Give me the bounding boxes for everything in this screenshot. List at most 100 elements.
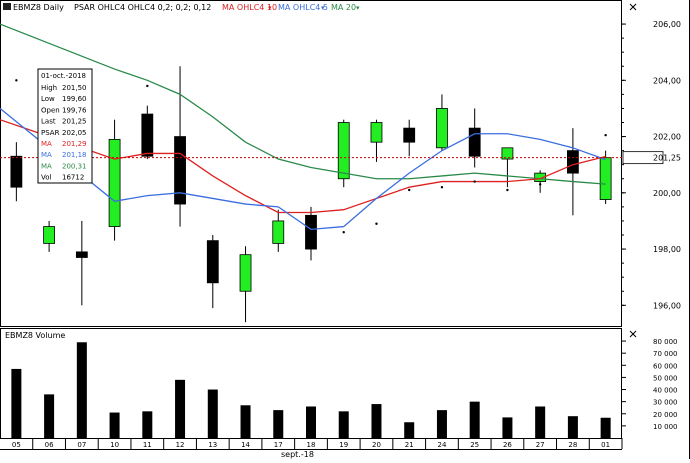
volume-bar	[175, 379, 186, 438]
date-tick-label: 17	[274, 441, 283, 449]
price-tick-label: 202,00	[653, 133, 681, 142]
volume-tick-label: 50 000	[653, 374, 678, 382]
candle-body	[599, 157, 612, 200]
volume-tick-label: 10 000	[653, 423, 678, 431]
date-tick-label: 26	[503, 441, 512, 449]
date-tick-label: 28	[568, 441, 577, 449]
tooltip-row-label: Vol	[41, 174, 52, 182]
tooltip-row-value: 201,25	[62, 118, 87, 126]
volume-bar	[207, 389, 218, 438]
moving-averages	[0, 23, 606, 231]
volume-bar	[109, 412, 120, 438]
tooltip-row-value: 201,29	[62, 140, 87, 148]
ma10-dropdown-icon[interactable]: ▾	[268, 4, 272, 12]
date-tick-label: 01	[601, 441, 610, 449]
tooltip-row-value: 201,18	[62, 151, 87, 159]
candle-body	[370, 122, 383, 143]
psar-label: PSAR OHLC4 OHLC4 0,2; 0,2; 0,12	[74, 3, 211, 12]
volume-bar	[567, 416, 578, 438]
psar-dot	[342, 230, 345, 234]
volume-tick-label: 30 000	[653, 399, 678, 407]
candle-body	[206, 240, 219, 284]
tooltip-row-value: 201,50	[62, 84, 87, 92]
tooltip-row-value: 200,31	[62, 162, 87, 170]
volume-bar	[600, 417, 611, 438]
volume-bar	[44, 394, 55, 438]
candles	[10, 66, 612, 323]
date-tick-label: 18	[307, 441, 316, 449]
volume-bar	[240, 405, 251, 438]
date-tick-label: 21	[405, 441, 414, 449]
volume-panel-title: EBMZ8 Volume	[5, 331, 65, 340]
volume-bar	[338, 411, 349, 438]
psar-dot	[375, 222, 378, 225]
candle-body	[305, 214, 317, 250]
price-panel-close-icon[interactable]	[629, 3, 637, 11]
date-tick-label: 05	[12, 441, 21, 449]
tooltip-row-label: MA	[41, 162, 52, 170]
price-axis: 206,00 204,00 202,00 200,00 198,00 196,00	[622, 20, 681, 310]
ma10-line	[0, 119, 606, 214]
candle-body	[534, 172, 547, 182]
price-tick-label: 200,00	[653, 189, 681, 198]
volume-tick-label: 40 000	[653, 387, 678, 395]
tooltip-date: 01-oct.-2018	[41, 72, 86, 80]
volume-tick-label: 80 000	[653, 338, 678, 346]
ma5-dropdown-icon[interactable]: ▾	[321, 4, 325, 12]
symbol-label: EBMZ8 Daily	[13, 3, 64, 12]
date-tick-label: 12	[176, 441, 185, 449]
price-tick-label: 198,00	[653, 245, 681, 254]
price-tick-label: 206,00	[653, 20, 681, 29]
candle-body	[337, 122, 350, 180]
volume-panel-close-icon[interactable]	[629, 330, 637, 338]
tooltip-row-value: 199,60	[62, 95, 87, 103]
volume-bar	[502, 417, 513, 438]
candle-body	[436, 108, 448, 149]
psar-dot	[309, 245, 313, 248]
volume-bar	[535, 406, 546, 438]
last-price-line: 201,25	[0, 151, 681, 165]
volume-panel-frame	[0, 328, 622, 439]
tooltip-row-label: Last	[41, 118, 56, 126]
price-tick-label: 204,00	[653, 76, 681, 85]
psar-dot	[538, 183, 542, 186]
candle-body	[272, 220, 285, 244]
volume-bar	[11, 368, 22, 438]
tooltip-row-label: MA	[41, 140, 52, 148]
volume-axis: 80 000 70 000 60 000 50 000 40 000 30 000 20 0…	[622, 338, 678, 431]
tooltip-row-value: 202,05	[62, 129, 87, 137]
date-tick-label: 07	[77, 441, 86, 449]
candle-body	[403, 127, 416, 143]
candle-body	[75, 251, 88, 258]
volume-bar	[273, 410, 284, 438]
tooltip-row-label: PSAR	[41, 129, 60, 137]
psar-dot	[15, 79, 18, 82]
tooltip-row-value: 16712	[62, 174, 84, 182]
tooltip-box	[37, 68, 93, 184]
symbol-icon	[3, 3, 11, 10]
date-tick-label: 27	[536, 441, 545, 449]
date-tick-label: 06	[45, 441, 54, 449]
volume-bar	[371, 404, 382, 438]
date-tick-label: 25	[470, 441, 479, 449]
volume-bar	[404, 422, 415, 438]
psar-dot	[473, 180, 476, 183]
volume-tick-label: 70 000	[653, 350, 678, 358]
ma5-line	[0, 107, 606, 231]
last-price-label: 201,25	[653, 154, 681, 163]
candle-body	[239, 254, 252, 292]
candle-body	[501, 147, 514, 160]
candle-body	[468, 127, 481, 157]
tooltip-row-label: MA	[41, 151, 52, 159]
ma20-dropdown-icon[interactable]: ▾	[356, 4, 360, 12]
candle-body	[43, 226, 56, 244]
candle-body	[108, 138, 121, 227]
tooltip-row-label: Low	[41, 95, 55, 103]
date-tick-label: 11	[143, 441, 152, 449]
date-tick-label: 14	[241, 441, 250, 449]
ma20-label: MA 20	[331, 3, 356, 12]
volume-bar	[76, 342, 87, 438]
